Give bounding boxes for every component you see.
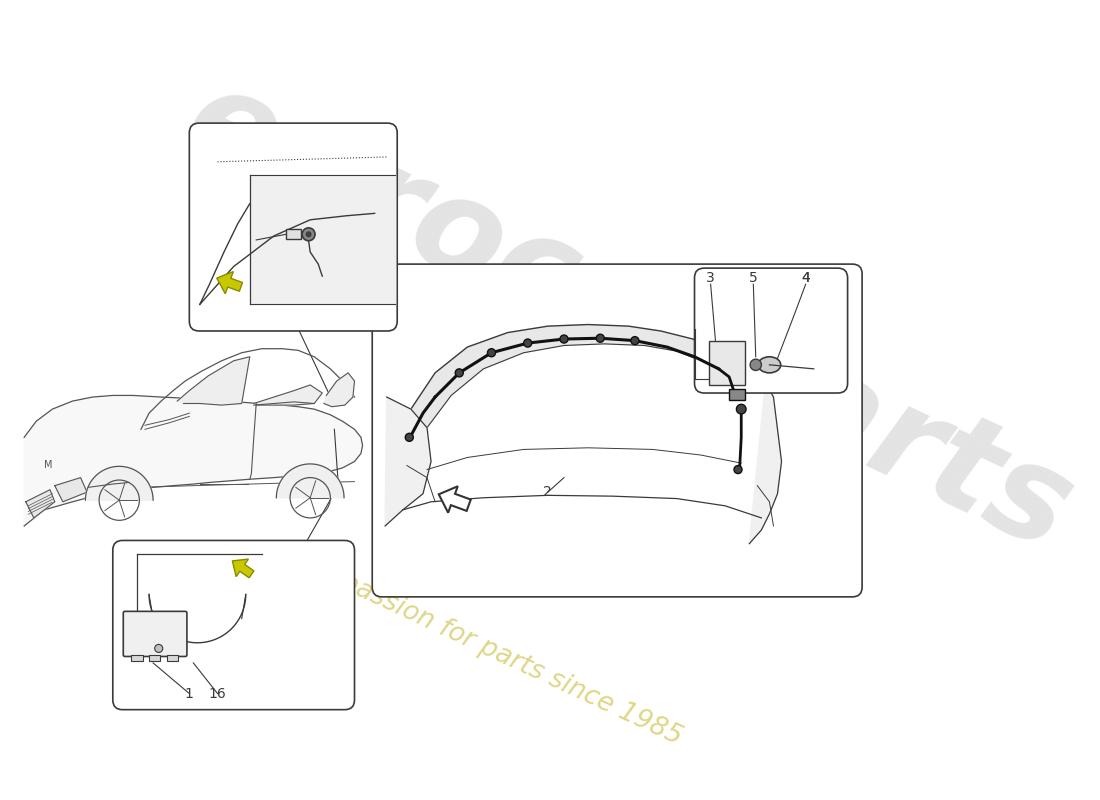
Text: 16: 16	[209, 686, 227, 701]
Circle shape	[631, 337, 639, 345]
Circle shape	[560, 335, 568, 343]
Circle shape	[487, 349, 495, 357]
Ellipse shape	[750, 359, 761, 370]
Circle shape	[302, 228, 315, 241]
Polygon shape	[439, 486, 471, 513]
Text: 4: 4	[801, 271, 810, 285]
Polygon shape	[323, 373, 354, 406]
Polygon shape	[25, 490, 55, 518]
Circle shape	[405, 434, 414, 442]
Text: a passion for parts since 1985: a passion for parts since 1985	[314, 559, 685, 751]
Polygon shape	[250, 175, 395, 304]
Text: 3: 3	[706, 271, 715, 285]
Text: 1: 1	[185, 686, 194, 701]
Polygon shape	[232, 559, 254, 578]
Polygon shape	[254, 385, 322, 405]
Bar	[131, 655, 143, 661]
Text: 2: 2	[543, 485, 552, 499]
Circle shape	[455, 369, 463, 377]
Circle shape	[155, 644, 163, 653]
Polygon shape	[86, 466, 153, 500]
Polygon shape	[55, 478, 87, 502]
Bar	[286, 230, 300, 239]
Circle shape	[524, 339, 531, 347]
Bar	[167, 655, 178, 661]
Bar	[150, 655, 161, 661]
Polygon shape	[276, 464, 344, 498]
Polygon shape	[217, 271, 242, 294]
FancyBboxPatch shape	[113, 541, 354, 710]
Bar	[710, 341, 746, 385]
Circle shape	[306, 232, 311, 237]
FancyBboxPatch shape	[372, 264, 862, 597]
Circle shape	[734, 466, 742, 474]
Text: M: M	[44, 460, 53, 470]
Ellipse shape	[758, 357, 781, 373]
FancyBboxPatch shape	[694, 268, 848, 393]
Polygon shape	[411, 325, 766, 428]
Polygon shape	[177, 357, 250, 405]
Polygon shape	[24, 395, 363, 526]
FancyBboxPatch shape	[123, 611, 187, 657]
Text: eurocarparts: eurocarparts	[166, 55, 1091, 578]
Text: 5: 5	[749, 271, 758, 285]
Bar	[729, 389, 746, 400]
Polygon shape	[385, 397, 431, 526]
Text: 4: 4	[801, 271, 810, 285]
Polygon shape	[749, 382, 781, 544]
FancyBboxPatch shape	[189, 123, 397, 331]
Circle shape	[596, 334, 604, 342]
Circle shape	[736, 404, 746, 414]
